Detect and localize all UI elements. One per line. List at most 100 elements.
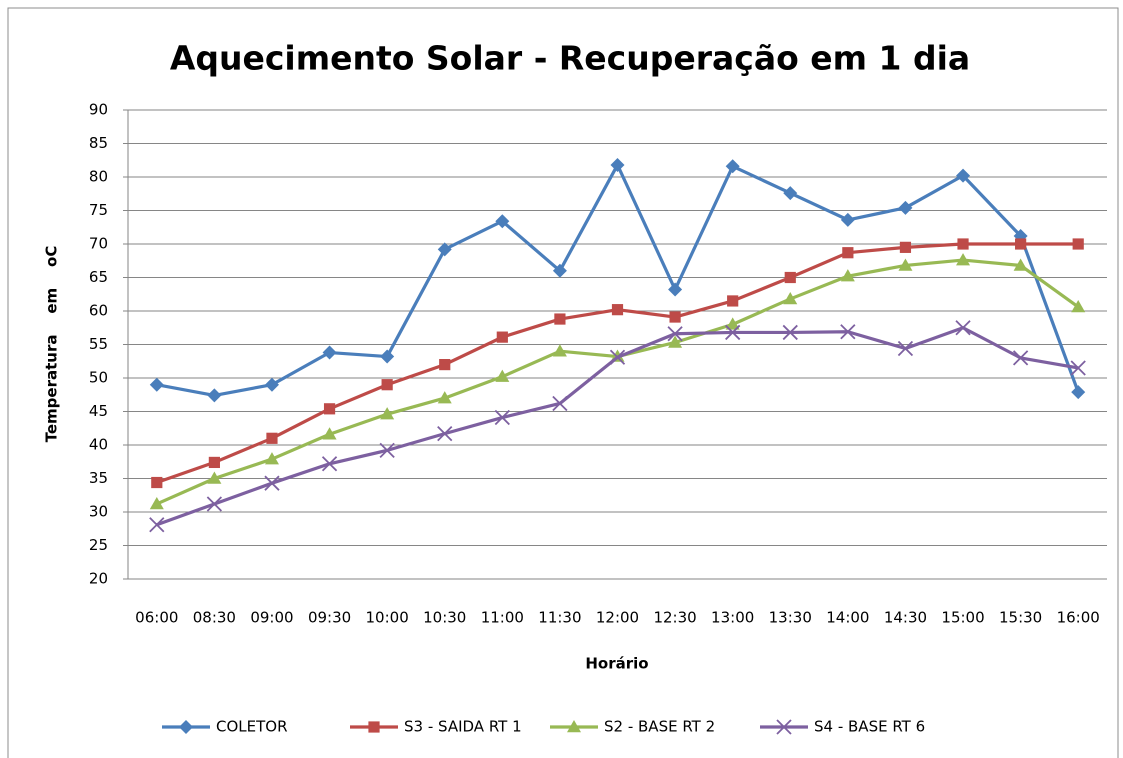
marker (899, 241, 912, 253)
y-tick-label: 20 (89, 570, 108, 588)
x-tick-label: 15:00 (941, 609, 984, 627)
marker (1070, 360, 1086, 376)
marker (1013, 258, 1028, 271)
y-tick-label: 55 (89, 335, 108, 353)
marker (368, 721, 380, 733)
marker (207, 388, 222, 403)
legend-label: COLETOR (216, 718, 288, 736)
x-tick-label: 12:30 (653, 609, 696, 627)
marker (783, 291, 798, 305)
x-tick-label: 13:30 (769, 609, 812, 627)
marker (439, 359, 451, 371)
marker (956, 168, 971, 183)
marker (783, 186, 798, 201)
x-tick-label: 10:00 (366, 609, 409, 627)
legend-label: S2 - BASE RT 2 (604, 718, 715, 736)
marker (668, 335, 683, 348)
marker (321, 456, 338, 472)
marker (437, 242, 452, 257)
marker (149, 377, 164, 392)
marker (322, 345, 337, 360)
marker (609, 349, 626, 365)
marker (610, 157, 625, 172)
marker (957, 238, 969, 250)
marker (552, 344, 567, 357)
marker (1071, 385, 1086, 400)
x-tick-label: 15:30 (999, 609, 1042, 627)
y-tick-label: 60 (89, 302, 108, 320)
marker (151, 476, 163, 489)
legend-label: S4 - BASE RT 6 (814, 718, 925, 736)
marker (669, 311, 681, 323)
marker (725, 159, 740, 174)
marker (554, 313, 566, 325)
x-tick-label: 11:30 (538, 609, 581, 627)
marker (898, 200, 913, 215)
y-tick-label: 40 (89, 436, 108, 454)
marker (1015, 238, 1027, 250)
y-tick-label: 35 (89, 469, 108, 487)
x-tick-label: 09:30 (308, 609, 351, 627)
y-tick-label: 85 (89, 134, 108, 152)
marker (667, 326, 683, 342)
x-tick-label: 12:00 (596, 609, 639, 627)
marker (380, 349, 395, 364)
y-tick-label: 75 (89, 201, 108, 219)
marker (149, 517, 165, 533)
marker (840, 212, 855, 227)
marker (955, 320, 971, 336)
marker (840, 269, 855, 282)
marker (149, 496, 164, 510)
marker (266, 432, 278, 444)
x-tick-label: 14:30 (884, 609, 927, 627)
marker (567, 720, 581, 733)
x-tick-label: 09:00 (250, 609, 293, 627)
marker (725, 324, 741, 341)
x-tick-label: 16:00 (1057, 609, 1100, 627)
marker (379, 442, 395, 458)
marker (208, 456, 220, 469)
x-tick-label: 11:00 (481, 609, 524, 627)
marker (842, 247, 854, 259)
chart-frame (7, 7, 1119, 758)
marker (1012, 350, 1029, 366)
y-tick-label: 30 (89, 503, 108, 521)
marker (380, 407, 395, 420)
marker (725, 317, 740, 330)
marker (1072, 238, 1084, 250)
marker (496, 331, 508, 343)
marker (552, 395, 568, 412)
y-axis-label: Temperatura em oC (43, 246, 61, 443)
marker (264, 377, 279, 392)
y-tick-label: 65 (89, 268, 108, 286)
x-tick-label: 10:30 (423, 609, 466, 627)
marker (437, 391, 452, 404)
marker (668, 282, 683, 297)
marker (494, 409, 510, 426)
marker (495, 214, 510, 229)
marker (495, 369, 510, 382)
marker (552, 263, 567, 278)
marker (727, 295, 739, 307)
y-tick-label: 70 (89, 235, 108, 253)
x-tick-label: 13:00 (711, 609, 754, 627)
y-tick-label: 50 (89, 369, 108, 387)
marker (264, 475, 280, 491)
x-tick-label: 08:30 (193, 609, 236, 627)
marker (1071, 299, 1086, 313)
marker (898, 258, 913, 271)
marker (322, 427, 337, 440)
chart-title: Aquecimento Solar - Recuperação em 1 dia (170, 39, 970, 78)
y-tick-label: 80 (89, 168, 108, 186)
marker (776, 719, 792, 735)
marker (782, 324, 798, 341)
marker (207, 471, 222, 484)
marker (437, 425, 453, 442)
x-axis-label: Horário (585, 655, 648, 673)
y-tick-label: 45 (89, 402, 108, 420)
marker (206, 496, 223, 512)
y-tick-label: 90 (89, 101, 108, 119)
marker (323, 403, 336, 415)
marker (956, 253, 971, 266)
